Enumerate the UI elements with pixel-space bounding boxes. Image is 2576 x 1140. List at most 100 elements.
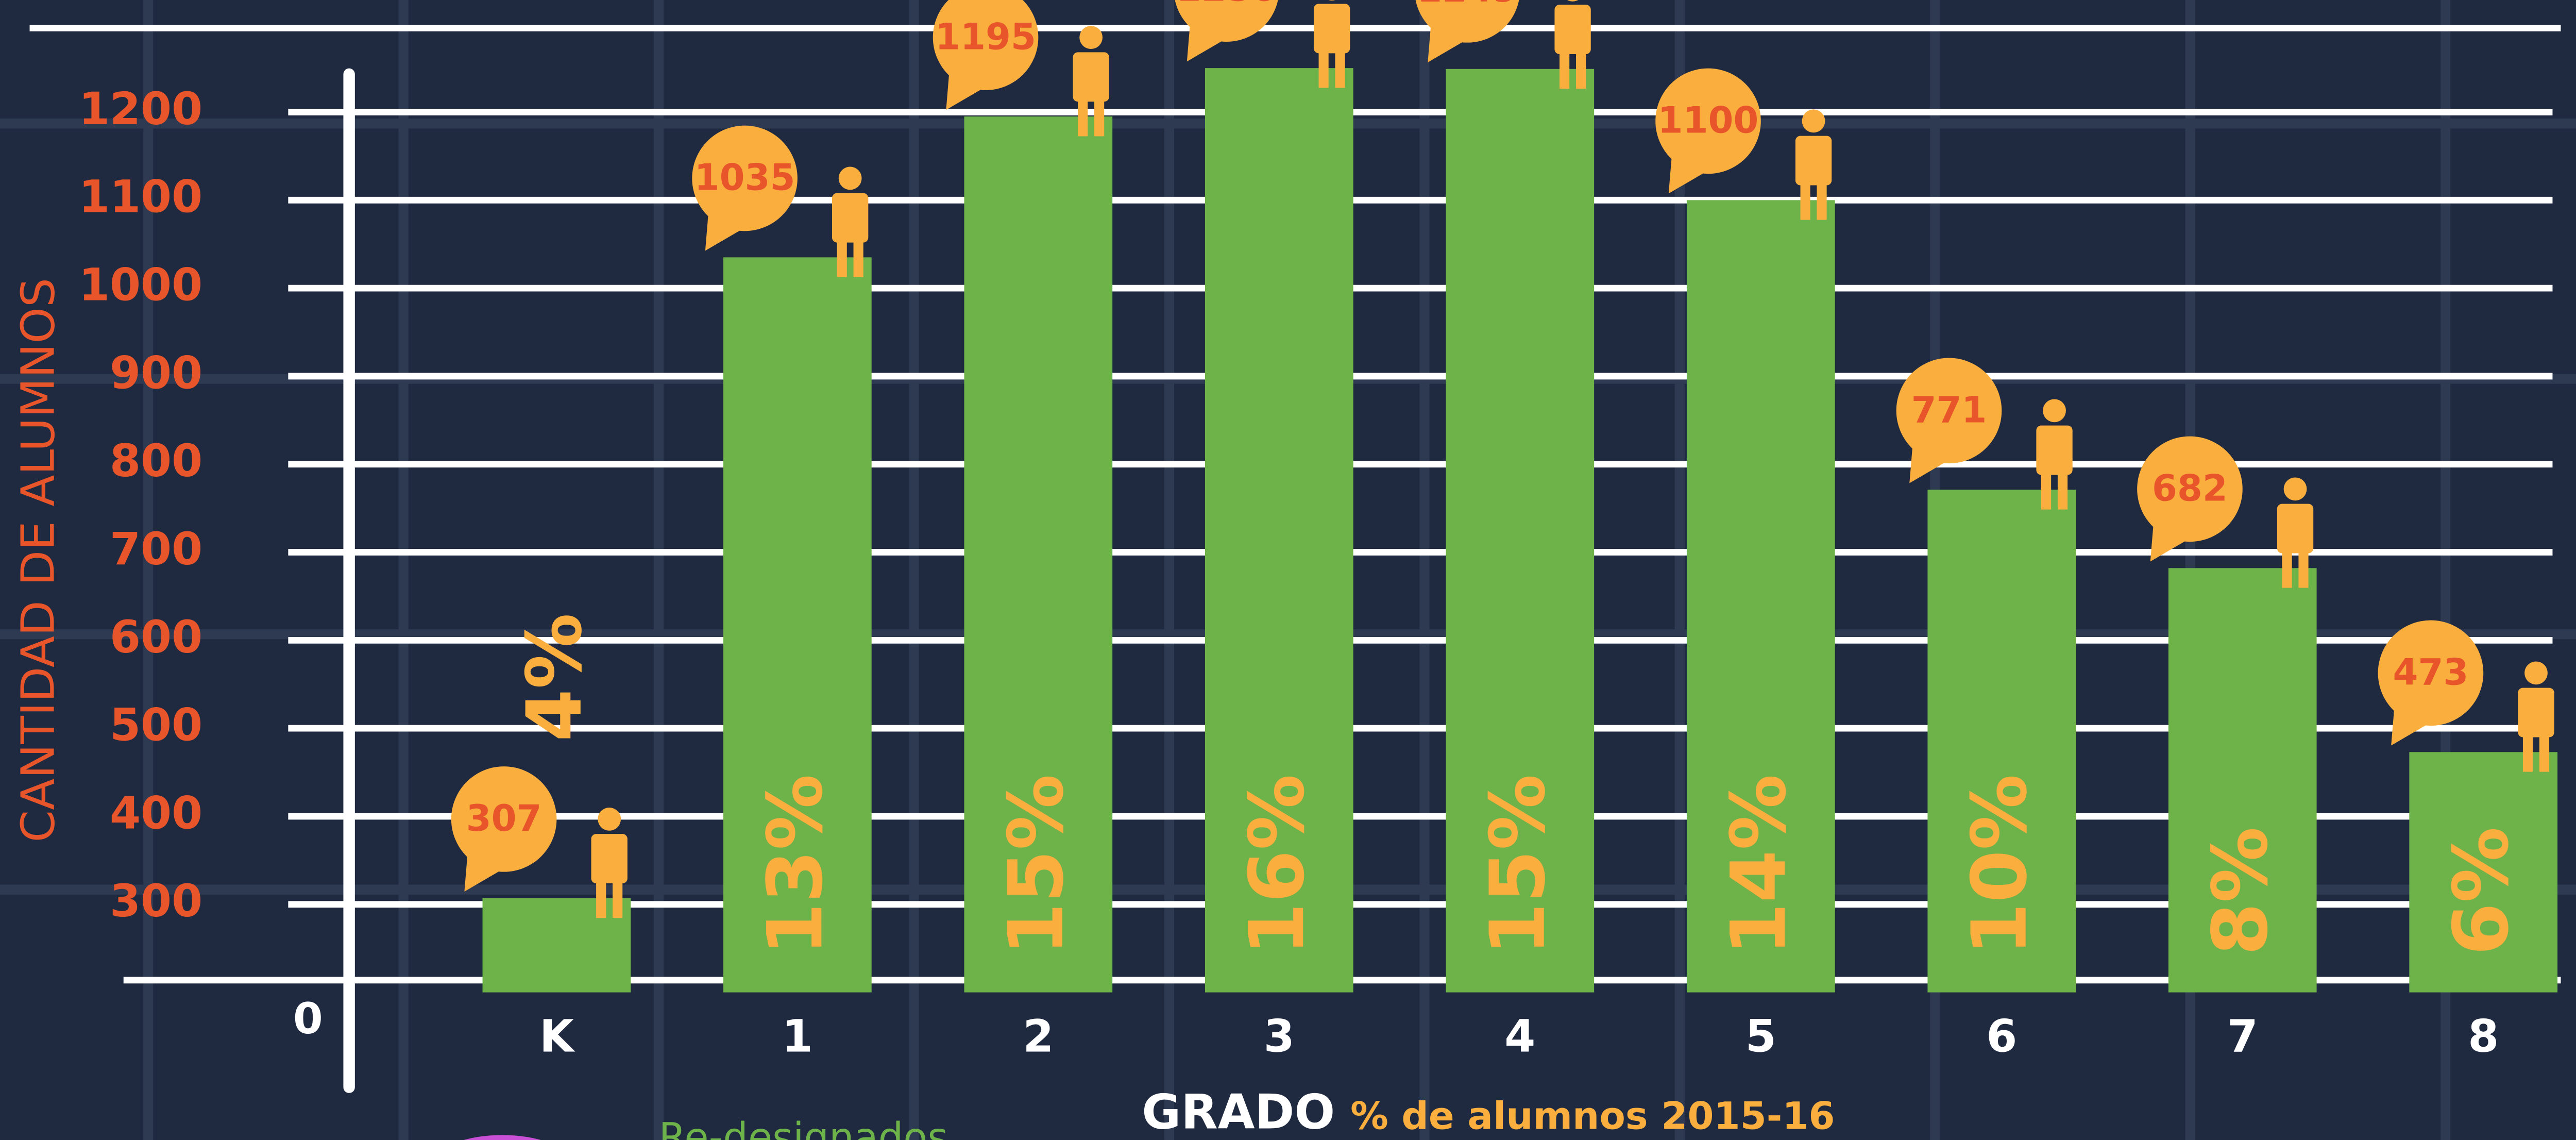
x-tick-label: 2	[1023, 1011, 1054, 1062]
y-tick-label: 1000	[79, 260, 202, 311]
person-head	[598, 807, 621, 831]
footer-text: Re-designados	[659, 1115, 948, 1140]
value-label: 1249	[1417, 0, 1518, 10]
bubble	[1175, 0, 1278, 42]
person-body	[1554, 5, 1591, 55]
bar	[1205, 68, 1353, 993]
bar	[964, 116, 1113, 993]
person-leg	[853, 236, 863, 277]
y-tick-label: 1200	[79, 83, 202, 135]
percent-label: 6%	[2437, 827, 2526, 955]
legend-swatch	[464, 1135, 541, 1140]
person-head	[1079, 26, 1103, 49]
person-leg	[2298, 546, 2309, 588]
person-icon	[1073, 26, 1109, 137]
person-icon	[591, 807, 628, 918]
value-label: 1250	[1176, 0, 1277, 9]
person-leg	[2522, 730, 2533, 772]
person-head	[2524, 661, 2548, 685]
value-label: 682	[2152, 467, 2228, 510]
percent-label: 4%	[511, 613, 599, 742]
bar	[1446, 69, 1595, 993]
person-leg	[1817, 178, 1827, 220]
person-leg	[1078, 95, 1088, 137]
person-leg	[1094, 95, 1105, 137]
x-tick-label: 8	[2468, 1011, 2499, 1062]
person-leg	[1318, 46, 1329, 88]
person-head	[2043, 399, 2066, 423]
bubble	[451, 766, 557, 872]
x-axis-title: GRADO	[1142, 1084, 1335, 1139]
x-tick-label: 3	[1264, 1011, 1295, 1062]
y-tick-label: 400	[110, 787, 202, 839]
x-tick-label: 4	[1504, 1011, 1535, 1062]
person-body	[2518, 688, 2554, 737]
percent-label: 15%	[1474, 774, 1562, 955]
percent-label: 15%	[992, 774, 1080, 955]
value-label: 1195	[935, 15, 1036, 58]
person-icon	[832, 166, 869, 277]
person-leg	[1560, 47, 1570, 89]
bubble	[1655, 68, 1761, 174]
person-body	[832, 193, 869, 243]
bar	[2409, 752, 2558, 993]
person-icon	[1795, 109, 1832, 220]
person-leg	[2041, 468, 2052, 510]
person-leg	[1335, 46, 1345, 88]
value-label: 307	[466, 797, 542, 840]
y-tick-label: 500	[110, 700, 202, 751]
y-tick-label: 900	[110, 347, 202, 399]
origin-label: 0	[293, 994, 323, 1044]
plot: 300400500600700800900100011001200K3074%1…	[79, 0, 2561, 1093]
person-body	[2277, 504, 2314, 554]
percent-label: 16%	[1233, 774, 1321, 955]
person-leg	[1800, 178, 1810, 220]
bubble	[1415, 0, 1519, 43]
person-icon	[2518, 661, 2554, 772]
person-leg	[613, 877, 623, 918]
person-head	[1328, 0, 1335, 1]
bubble	[933, 0, 1039, 90]
person-body	[2036, 425, 2073, 475]
y-tick-label: 600	[110, 612, 202, 663]
x-tick-label: 7	[2227, 1011, 2258, 1062]
bar	[482, 898, 631, 993]
person-icon	[1554, 0, 1591, 89]
y-axis-title: CANTIDAD DE ALUMNOS	[11, 278, 65, 842]
subtitle: % de alumnos 2015-16	[1350, 1094, 1835, 1138]
y-tick-label: 300	[110, 876, 202, 927]
person-icon	[1313, 0, 1350, 88]
bubble	[2137, 436, 2243, 542]
person-head	[838, 166, 862, 190]
y-tick-label: 800	[110, 435, 202, 487]
y-tick-label: 700	[110, 524, 202, 575]
percent-label: 14%	[1715, 774, 1803, 955]
value-label: 1100	[1658, 99, 1759, 142]
x-tick-label: 1	[782, 1011, 813, 1062]
person-body	[1795, 136, 1832, 186]
x-tick-label: 6	[1986, 1011, 2017, 1062]
person-leg	[2057, 468, 2068, 510]
value-label: 1035	[694, 157, 795, 199]
bar	[723, 257, 872, 993]
bar	[1927, 490, 2076, 993]
value-label: 473	[2393, 651, 2469, 694]
x-tick-label: K	[539, 1011, 575, 1062]
person-head	[1802, 109, 1825, 133]
person-body	[591, 834, 628, 884]
person-body	[1313, 4, 1350, 54]
person-icon	[2036, 399, 2073, 510]
person-leg	[596, 877, 606, 918]
y-tick-label: 1100	[79, 172, 202, 223]
person-head	[1567, 0, 1579, 2]
bar	[1686, 200, 1835, 993]
person-leg	[2282, 546, 2292, 588]
person-body	[1073, 52, 1109, 102]
percent-label: 10%	[1956, 774, 2044, 955]
person-head	[2283, 477, 2307, 501]
value-label: 771	[1911, 389, 1987, 431]
bubble	[1896, 358, 2002, 464]
percent-label: 13%	[751, 774, 839, 955]
bar	[2168, 568, 2317, 993]
